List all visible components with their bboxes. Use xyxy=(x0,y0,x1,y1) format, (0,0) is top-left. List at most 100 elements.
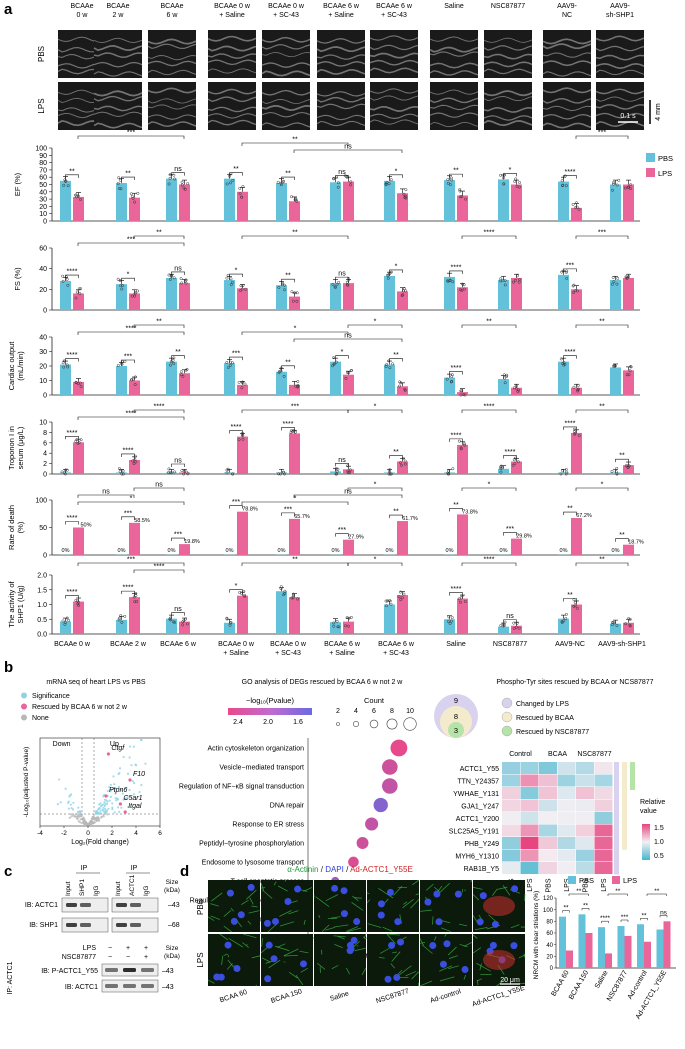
bar-lps xyxy=(457,514,468,555)
echo-group-label: AAV9- xyxy=(610,3,630,10)
volcano-point xyxy=(114,811,116,813)
cross-sig-label: * xyxy=(374,404,377,411)
y-axis-label: (%) xyxy=(16,521,25,533)
bar-pbs xyxy=(610,367,621,395)
volcano-point xyxy=(118,772,120,774)
bar-pbs-value: 0% xyxy=(386,548,394,554)
volcano-point xyxy=(82,819,84,821)
y-tick-label: 0.5 xyxy=(37,617,47,624)
data-point xyxy=(565,613,567,615)
go-size-key xyxy=(353,721,358,726)
volcano-point xyxy=(83,821,85,823)
sig-label: ** xyxy=(125,171,131,178)
go-size-key xyxy=(337,723,340,726)
heatmap-cell xyxy=(539,775,557,787)
striation-bar-pbs xyxy=(598,927,605,968)
go-size-title: Count xyxy=(364,696,385,705)
volcano-point xyxy=(133,782,135,784)
echo-image xyxy=(94,82,142,130)
heatmap-cell xyxy=(558,762,576,774)
volcano-point xyxy=(75,813,77,815)
heatmap-cell xyxy=(595,850,613,862)
bar-lps xyxy=(571,433,582,474)
heatmap-cell xyxy=(558,775,576,787)
bar-lps xyxy=(289,201,300,221)
cross-sig-label: ** xyxy=(599,404,605,411)
venn-legend-marker xyxy=(502,698,512,708)
volcano-x-tick-label: 6 xyxy=(158,830,162,837)
go-size-key xyxy=(387,719,397,729)
striation-sig-label: ** xyxy=(563,905,569,912)
blot-band xyxy=(130,903,141,907)
micro-nucleus xyxy=(393,974,400,981)
bar-lps xyxy=(343,283,354,310)
heatmap-cell xyxy=(576,787,594,799)
bar-lps xyxy=(289,433,300,474)
y-tick-label: 0 xyxy=(43,219,47,226)
volcano-point xyxy=(113,783,115,785)
go-size-key xyxy=(370,720,378,728)
micro-column-label: BCAA 150 xyxy=(270,988,303,1005)
cross-sig-label: ** xyxy=(599,557,605,564)
y-tick-label: 0 xyxy=(43,308,47,315)
volcano-x-tick-label: -4 xyxy=(37,830,43,837)
y-tick-label: 80 xyxy=(39,160,47,167)
sig-label: *** xyxy=(232,351,240,358)
x-tick-label: BCAAe 0 w xyxy=(54,641,91,648)
cross-sig-label: ** xyxy=(292,230,298,237)
y-tick-label: 1.0 xyxy=(37,602,47,609)
blot-size-header: (kDa) xyxy=(164,887,180,894)
data-point xyxy=(168,274,170,276)
venn-legend-marker xyxy=(502,726,512,736)
blot-size-label: –68 xyxy=(168,922,180,929)
echo-group-label: BCAAe 0 w xyxy=(268,3,305,10)
data-point xyxy=(513,180,515,182)
micro-nucleus xyxy=(238,911,245,918)
bar-lps-value: 29.8% xyxy=(516,534,532,540)
heatmap-colorbar-tick: 1.5 xyxy=(654,825,664,832)
bar-lps xyxy=(289,297,300,310)
heatmap-cell xyxy=(539,825,557,837)
echo-row-label: LPS xyxy=(37,98,46,113)
sig-label: **** xyxy=(565,420,576,427)
bar-pbs xyxy=(330,283,341,310)
sig-label: ns xyxy=(506,613,514,620)
y-tick-label: 2.0 xyxy=(37,573,47,580)
striation-bar-lps xyxy=(664,921,671,968)
y-tick-label: 50 xyxy=(39,182,47,189)
y-tick-label: 0.0 xyxy=(37,632,47,639)
data-point xyxy=(336,620,338,622)
go-bubble xyxy=(382,778,398,794)
striation-y-tick-label: 100 xyxy=(543,908,554,914)
data-point xyxy=(136,290,138,292)
volcano-title: mRNA seq of heart LPS vs PBS xyxy=(46,679,146,686)
volcano-point xyxy=(110,784,112,786)
striation-legend-lps xyxy=(612,876,620,884)
volcano-point xyxy=(98,812,100,814)
volcano-point xyxy=(128,789,130,791)
data-point xyxy=(452,468,454,470)
heatmap-cell xyxy=(521,850,539,862)
y-axis-label: Troponon I in xyxy=(7,426,16,470)
sig-label: * xyxy=(395,168,398,175)
sig-label: **** xyxy=(505,449,516,456)
sig-label: ns xyxy=(338,457,346,464)
y-tick-label: 40 xyxy=(39,189,47,196)
volcano-point xyxy=(122,756,124,758)
bar-pbs-value: 0% xyxy=(612,548,620,554)
sig-label: ** xyxy=(175,349,181,356)
micro-nucleus xyxy=(266,942,273,949)
heatmap-cell xyxy=(576,862,594,874)
data-point xyxy=(463,442,465,444)
bar-lps-value: 73.8% xyxy=(462,509,478,515)
bar-pbs xyxy=(224,623,235,634)
heatmap-cell xyxy=(558,800,576,812)
blot-ip-header: IP xyxy=(131,865,138,872)
bar-lps xyxy=(511,462,522,474)
sig-label: ** xyxy=(393,352,399,359)
data-point xyxy=(118,617,120,619)
data-point xyxy=(66,278,68,280)
heatmap-cell xyxy=(595,775,613,787)
microscopy-panel: α-Actinin / DAPI / Ad-ACTC1_Y55EPBSLPSBC… xyxy=(196,865,526,1008)
sig-label: ** xyxy=(69,168,75,175)
